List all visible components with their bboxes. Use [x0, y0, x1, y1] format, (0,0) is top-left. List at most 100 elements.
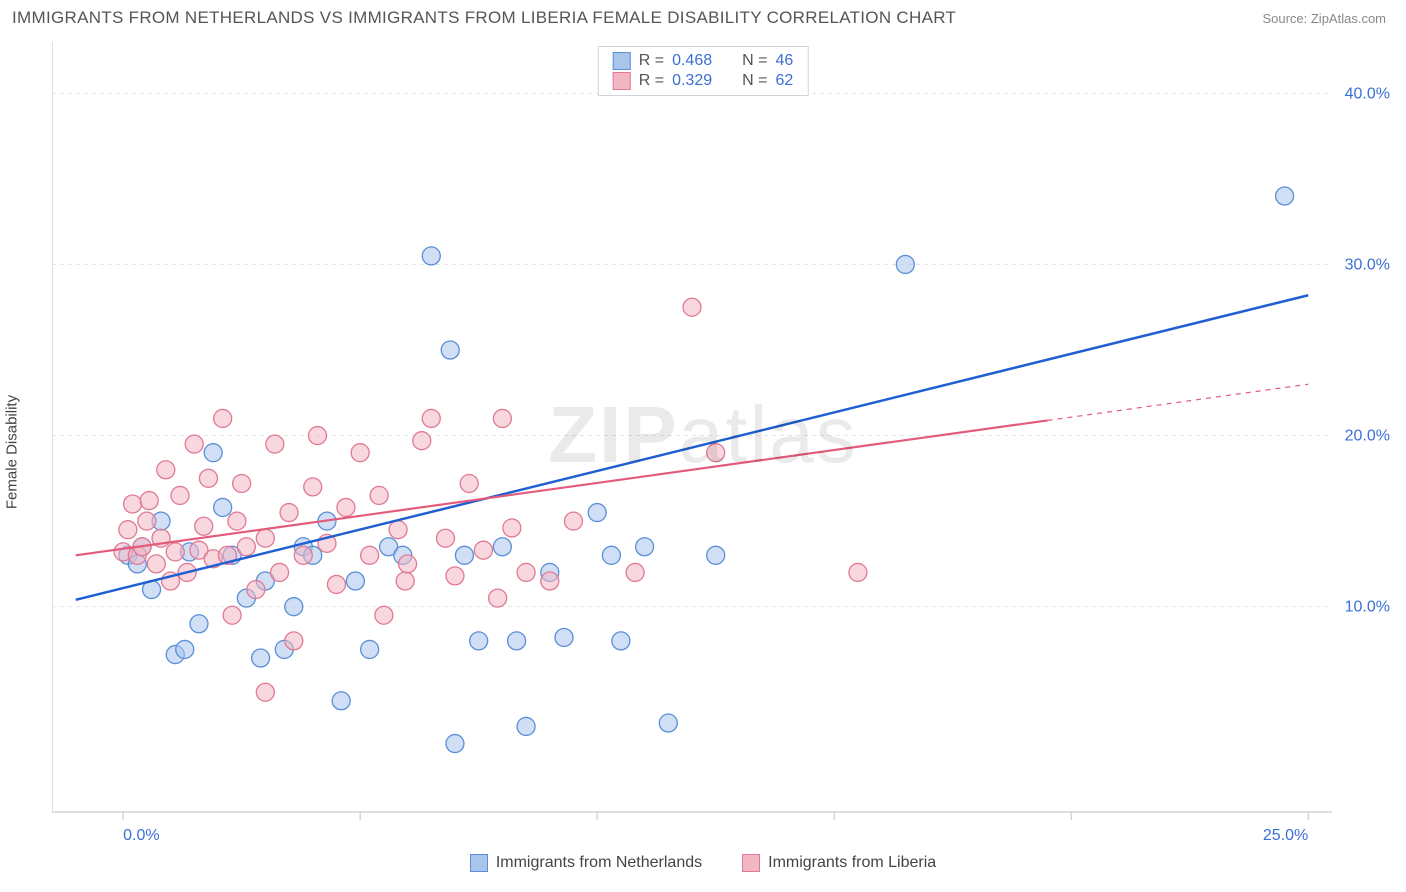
- data-point: [849, 563, 867, 581]
- bottom-legend: Immigrants from Netherlands Immigrants fr…: [0, 854, 1406, 872]
- data-point: [280, 504, 298, 522]
- data-point: [327, 575, 345, 593]
- data-point: [602, 546, 620, 564]
- legend-item: Immigrants from Netherlands: [470, 854, 702, 872]
- data-point: [508, 632, 526, 650]
- data-point: [294, 546, 312, 564]
- y-tick-label: 20.0%: [1345, 428, 1390, 445]
- data-point: [119, 521, 137, 539]
- trend-line-extrapolated: [1048, 384, 1309, 420]
- trend-line: [76, 295, 1309, 600]
- data-point: [707, 444, 725, 462]
- legend-label: Immigrants from Liberia: [768, 854, 936, 872]
- data-point: [503, 519, 521, 537]
- data-point: [612, 632, 630, 650]
- data-point: [285, 632, 303, 650]
- stats-row: R = 0.329 N = 62: [613, 71, 794, 91]
- data-point: [455, 546, 473, 564]
- n-label: N =: [742, 52, 767, 70]
- n-label: N =: [742, 72, 767, 90]
- data-point: [346, 572, 364, 590]
- data-point: [351, 444, 369, 462]
- n-value: 46: [775, 52, 793, 70]
- data-point: [396, 572, 414, 590]
- y-axis-label: Female Disability: [4, 395, 21, 509]
- data-point: [441, 341, 459, 359]
- data-point: [541, 572, 559, 590]
- data-point: [223, 606, 241, 624]
- data-point: [140, 492, 158, 510]
- y-tick-label: 10.0%: [1345, 599, 1390, 616]
- data-point: [588, 504, 606, 522]
- chart-title: IMMIGRANTS FROM NETHERLANDS VS IMMIGRANT…: [12, 8, 956, 28]
- data-point: [171, 486, 189, 504]
- data-point: [489, 589, 507, 607]
- data-point: [370, 486, 388, 504]
- data-point: [707, 546, 725, 564]
- r-label: R =: [639, 52, 664, 70]
- data-point: [214, 409, 232, 427]
- data-point: [389, 521, 407, 539]
- data-point: [147, 555, 165, 573]
- data-point: [493, 538, 511, 556]
- x-tick-label: 25.0%: [1263, 827, 1308, 844]
- r-value: 0.329: [672, 72, 712, 90]
- data-point: [361, 640, 379, 658]
- chart-container: Female Disability 10.0%20.0%30.0%40.0%0.…: [0, 32, 1406, 872]
- legend-swatch: [613, 52, 631, 70]
- data-point: [399, 555, 417, 573]
- data-point: [166, 543, 184, 561]
- stats-legend-box: R = 0.468 N = 46 R = 0.329 N = 62: [598, 46, 809, 96]
- data-point: [256, 529, 274, 547]
- data-point: [195, 517, 213, 535]
- data-point: [555, 628, 573, 646]
- legend-swatch: [742, 854, 760, 872]
- data-point: [337, 498, 355, 516]
- data-point: [247, 581, 265, 599]
- legend-item: Immigrants from Liberia: [742, 854, 936, 872]
- data-point: [517, 563, 535, 581]
- data-point: [308, 427, 326, 445]
- data-point: [446, 735, 464, 753]
- data-point: [304, 478, 322, 496]
- r-value: 0.468: [672, 52, 712, 70]
- data-point: [204, 444, 222, 462]
- data-point: [138, 512, 156, 530]
- data-point: [460, 474, 478, 492]
- data-point: [185, 435, 203, 453]
- n-value: 62: [775, 72, 793, 90]
- source-attribution: Source: ZipAtlas.com: [1262, 11, 1386, 26]
- data-point: [190, 615, 208, 633]
- scatter-plot-svg: 10.0%20.0%30.0%40.0%0.0%25.0%: [52, 42, 1402, 852]
- data-point: [413, 432, 431, 450]
- data-point: [252, 649, 270, 667]
- data-point: [422, 409, 440, 427]
- data-point: [332, 692, 350, 710]
- legend-swatch: [470, 854, 488, 872]
- data-point: [470, 632, 488, 650]
- data-point: [436, 529, 454, 547]
- data-point: [1276, 187, 1294, 205]
- data-point: [564, 512, 582, 530]
- data-point: [659, 714, 677, 732]
- data-point: [636, 538, 654, 556]
- trend-line: [76, 420, 1048, 555]
- data-point: [157, 461, 175, 479]
- y-tick-label: 40.0%: [1345, 85, 1390, 102]
- r-label: R =: [639, 72, 664, 90]
- data-point: [237, 538, 255, 556]
- data-point: [199, 469, 217, 487]
- legend-swatch: [613, 72, 631, 90]
- data-point: [683, 298, 701, 316]
- data-point: [256, 683, 274, 701]
- data-point: [493, 409, 511, 427]
- x-tick-label: 0.0%: [123, 827, 159, 844]
- data-point: [285, 598, 303, 616]
- data-point: [361, 546, 379, 564]
- data-point: [266, 435, 284, 453]
- data-point: [228, 512, 246, 530]
- data-point: [474, 541, 492, 559]
- data-point: [124, 495, 142, 513]
- data-point: [517, 717, 535, 735]
- data-point: [626, 563, 644, 581]
